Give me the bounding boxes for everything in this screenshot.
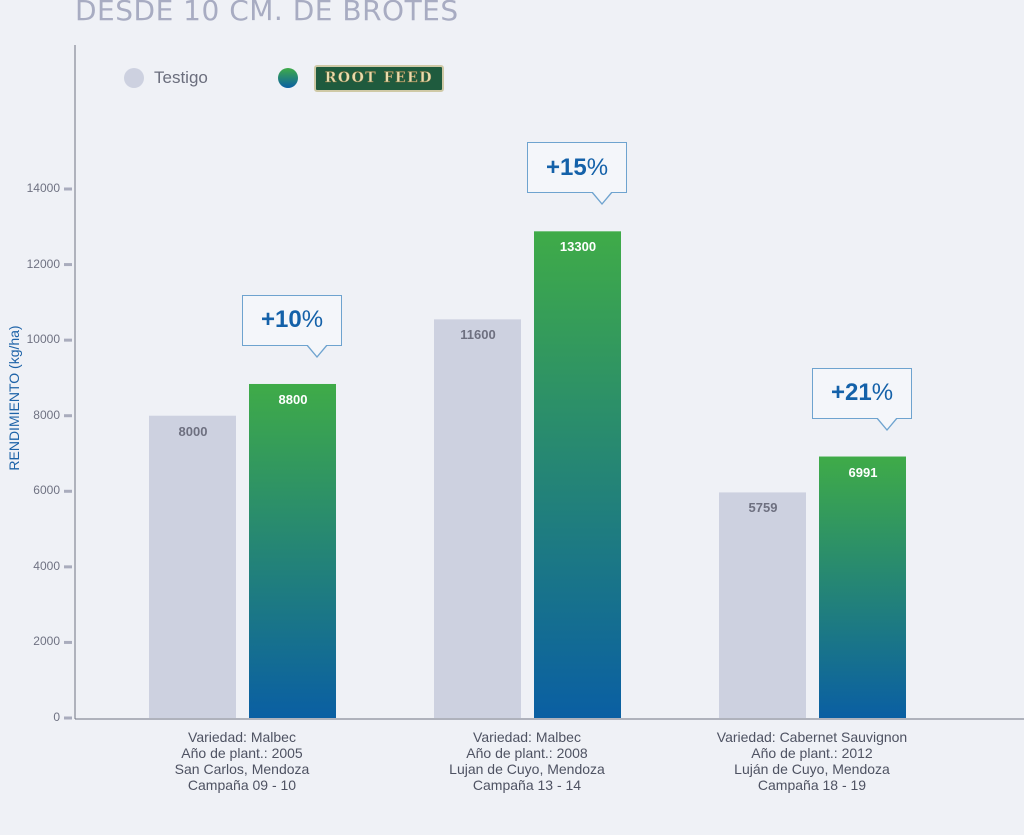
bar-rootfeed (534, 231, 621, 718)
bar-value-label-testigo: 5759 (748, 500, 778, 516)
legend-label-testigo: Testigo (154, 68, 208, 87)
x-category-line: Año de plant.: 2005 (181, 745, 303, 761)
bar-rootfeed (819, 456, 906, 718)
callout-pointer (591, 191, 613, 206)
y-tick-label: 10000 (26, 332, 60, 347)
x-category-line: Variedad: Malbec (188, 729, 296, 745)
y-tick-label: 8000 (33, 407, 60, 422)
percent-sign: % (301, 306, 324, 334)
y-tick-label: 0 (53, 710, 60, 724)
y-tick-label: 14000 (26, 181, 60, 195)
callout-pointer (876, 416, 898, 431)
bar-value-label-rootfeed: 8800 (278, 391, 308, 407)
root-feed-logo-text: ROOT FEED (324, 70, 433, 86)
bar-testigo (149, 415, 236, 718)
x-category-line: San Carlos, Mendoza (174, 761, 310, 777)
bar-rootfeed (249, 383, 336, 718)
increase-value: +21 (830, 379, 872, 407)
x-category-line: Año de plant.: 2012 (751, 745, 873, 761)
x-category-label: Variedad: Malbec Año de plant.: 2008 Lujan… (407, 729, 647, 793)
y-tick-label: 6000 (33, 483, 60, 498)
x-category-line: Variedad: Malbec (473, 729, 581, 745)
increase-callout: +21% (812, 367, 912, 431)
x-category-line: Campaña 09 - 10 (187, 777, 297, 793)
x-category-line: Campaña 13 - 14 (472, 777, 582, 793)
bar-value-label-rootfeed: 13300 (559, 239, 597, 255)
legend-swatch-testigo (124, 68, 144, 88)
bar-testigo (434, 319, 521, 718)
y-axis-label: RENDIMIENTO (kg/ha) (6, 325, 22, 471)
x-category-line: Luján de Cuyo, Mendoza (734, 761, 890, 777)
root-feed-logo: ROOT FEED (313, 64, 444, 92)
y-tick-label: 12000 (26, 256, 60, 271)
y-tick-label: 2000 (33, 634, 60, 649)
bar-value-label-testigo: 8000 (178, 423, 208, 439)
bar-testigo (719, 492, 806, 718)
increase-callout: +10% (242, 294, 342, 358)
increase-value: +10 (260, 306, 302, 334)
x-category-line: Lujan de Cuyo, Mendoza (449, 761, 605, 777)
percent-sign: % (871, 379, 894, 407)
chart-title: DESDE 10 CM. DE BROTES (75, 0, 459, 27)
legend: Testigo ROOT FEED (124, 62, 444, 94)
x-category-line: Año de plant.: 2008 (466, 745, 588, 761)
legend-swatch-rootfeed (277, 68, 298, 88)
y-tick-label: 4000 (33, 558, 60, 573)
x-category-label: Variedad: Cabernet Sauvignon Año de plant… (692, 729, 932, 793)
increase-value: +15 (545, 153, 587, 181)
x-category-line: Variedad: Cabernet Sauvignon (716, 729, 908, 745)
increase-callout: +15% (527, 142, 627, 206)
percent-sign: % (586, 153, 609, 181)
x-category-line: Campaña 18 - 19 (757, 777, 867, 793)
bar-value-label-testigo: 11600 (460, 327, 496, 343)
callout-pointer (306, 343, 328, 358)
bar-value-label-rootfeed: 6991 (848, 464, 878, 480)
x-category-label: Variedad: Malbec Año de plant.: 2005 San C… (122, 729, 362, 793)
